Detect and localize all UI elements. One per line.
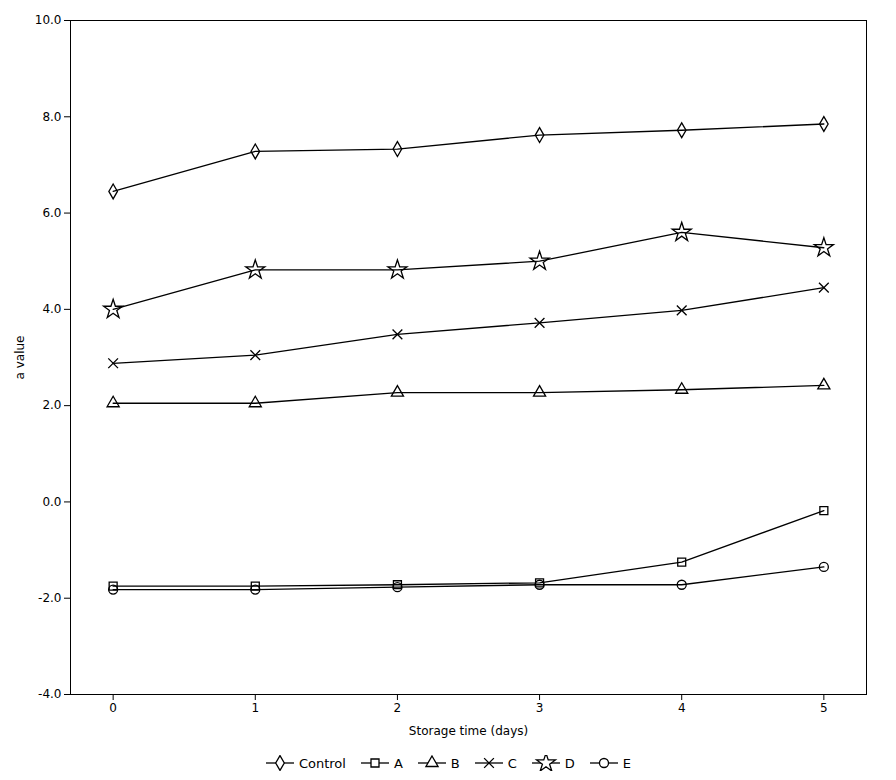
svg-text:4.0: 4.0 bbox=[42, 302, 61, 316]
svg-text:2: 2 bbox=[394, 701, 402, 715]
html-text:E: E bbox=[622, 755, 632, 771]
svg-text:Storage time (days): Storage time (days) bbox=[409, 724, 528, 738]
svg-text:8.0: 8.0 bbox=[42, 110, 61, 124]
svg-text:2.0: 2.0 bbox=[42, 398, 61, 412]
html-text:B: B bbox=[450, 755, 460, 771]
svg-text:a value: a value bbox=[13, 336, 27, 380]
svg-text:3: 3 bbox=[536, 701, 544, 715]
svg-text:0.0: 0.0 bbox=[42, 495, 61, 509]
svg-text:-4.0: -4.0 bbox=[38, 687, 61, 701]
html-text:A: A bbox=[393, 755, 403, 771]
svg-text:0: 0 bbox=[109, 701, 117, 715]
svg-text:5: 5 bbox=[820, 701, 828, 715]
svg-text:-2.0: -2.0 bbox=[38, 591, 61, 605]
svg-text:10.0: 10.0 bbox=[35, 13, 62, 27]
svg-text:6.0: 6.0 bbox=[42, 206, 61, 220]
html-text:Control: Control bbox=[298, 755, 346, 771]
html-text:D: D bbox=[564, 755, 575, 771]
html-text:C: C bbox=[507, 755, 517, 771]
svg-text:4: 4 bbox=[678, 701, 686, 715]
svg-text:1: 1 bbox=[251, 701, 259, 715]
